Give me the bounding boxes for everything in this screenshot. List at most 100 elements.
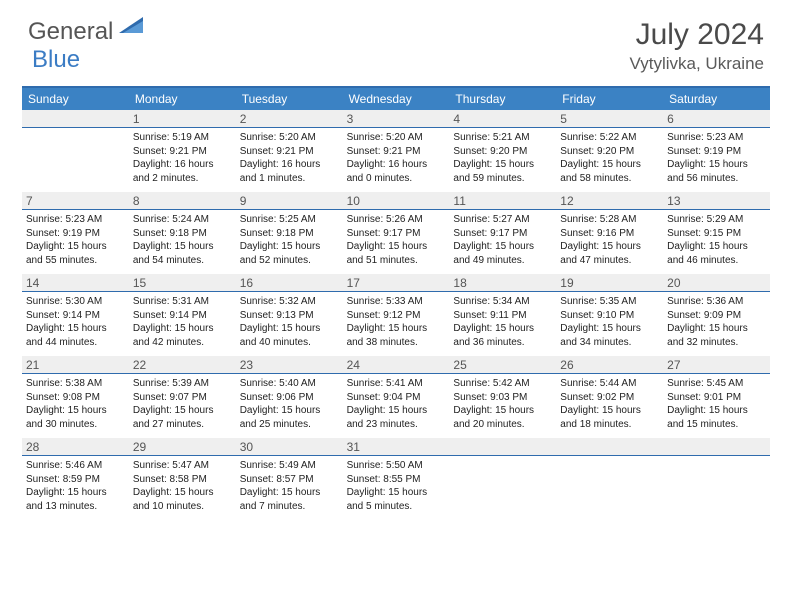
day-number: 22 (129, 356, 236, 373)
day-cell: Sunrise: 5:23 AMSunset: 9:19 PMDaylight:… (663, 128, 770, 192)
sunrise-line: Sunrise: 5:50 AM (347, 459, 446, 473)
logo: General (28, 18, 147, 46)
sunset-line: Sunset: 9:21 PM (133, 145, 232, 159)
sunrise-line: Sunrise: 5:27 AM (453, 213, 552, 227)
weekday-header-row: SundayMondayTuesdayWednesdayThursdayFrid… (22, 88, 770, 110)
day-number: 31 (343, 438, 450, 455)
sunrise-line: Sunrise: 5:20 AM (240, 131, 339, 145)
sunset-line: Sunset: 8:58 PM (133, 473, 232, 487)
sunset-line: Sunset: 8:55 PM (347, 473, 446, 487)
sunrise-line: Sunrise: 5:39 AM (133, 377, 232, 391)
day-cell: Sunrise: 5:44 AMSunset: 9:02 PMDaylight:… (556, 374, 663, 438)
day-cell: Sunrise: 5:24 AMSunset: 9:18 PMDaylight:… (129, 210, 236, 274)
sunset-line: Sunset: 9:21 PM (347, 145, 446, 159)
sunrise-line: Sunrise: 5:28 AM (560, 213, 659, 227)
sunrise-line: Sunrise: 5:23 AM (667, 131, 766, 145)
day-number: 15 (129, 274, 236, 291)
sunset-line: Sunset: 9:12 PM (347, 309, 446, 323)
day-cell: Sunrise: 5:41 AMSunset: 9:04 PMDaylight:… (343, 374, 450, 438)
day-cell: Sunrise: 5:50 AMSunset: 8:55 PMDaylight:… (343, 456, 450, 520)
day-number: 20 (663, 274, 770, 291)
logo-text-1: General (28, 18, 113, 46)
daylight-line: Daylight: 15 hours and 40 minutes. (240, 322, 339, 349)
weekday-header: Thursday (449, 88, 556, 110)
day-number: 26 (556, 356, 663, 373)
day-cell: Sunrise: 5:45 AMSunset: 9:01 PMDaylight:… (663, 374, 770, 438)
week-daynum-row: 21222324252627 (22, 356, 770, 374)
day-cell: Sunrise: 5:31 AMSunset: 9:14 PMDaylight:… (129, 292, 236, 356)
day-number: 3 (343, 110, 450, 127)
sunrise-line: Sunrise: 5:36 AM (667, 295, 766, 309)
week-daynum-row: 28293031 (22, 438, 770, 456)
sunrise-line: Sunrise: 5:33 AM (347, 295, 446, 309)
sunset-line: Sunset: 9:17 PM (453, 227, 552, 241)
daylight-line: Daylight: 16 hours and 2 minutes. (133, 158, 232, 185)
day-cell: Sunrise: 5:26 AMSunset: 9:17 PMDaylight:… (343, 210, 450, 274)
daylight-line: Daylight: 15 hours and 58 minutes. (560, 158, 659, 185)
sunrise-line: Sunrise: 5:42 AM (453, 377, 552, 391)
page-header: General July 2024 Vytylivka, Ukraine (0, 0, 792, 80)
day-cell (663, 456, 770, 520)
sunrise-line: Sunrise: 5:49 AM (240, 459, 339, 473)
sunset-line: Sunset: 9:15 PM (667, 227, 766, 241)
day-cell: Sunrise: 5:38 AMSunset: 9:08 PMDaylight:… (22, 374, 129, 438)
daylight-line: Daylight: 15 hours and 51 minutes. (347, 240, 446, 267)
sunrise-line: Sunrise: 5:47 AM (133, 459, 232, 473)
day-number: 21 (22, 356, 129, 373)
daylight-line: Daylight: 15 hours and 55 minutes. (26, 240, 125, 267)
daylight-line: Daylight: 15 hours and 32 minutes. (667, 322, 766, 349)
day-cell: Sunrise: 5:19 AMSunset: 9:21 PMDaylight:… (129, 128, 236, 192)
daylight-line: Daylight: 16 hours and 1 minutes. (240, 158, 339, 185)
week-content-row: Sunrise: 5:30 AMSunset: 9:14 PMDaylight:… (22, 292, 770, 356)
day-cell (22, 128, 129, 192)
daylight-line: Daylight: 16 hours and 0 minutes. (347, 158, 446, 185)
sunset-line: Sunset: 9:07 PM (133, 391, 232, 405)
title-block: July 2024 Vytylivka, Ukraine (630, 18, 764, 74)
sunrise-line: Sunrise: 5:32 AM (240, 295, 339, 309)
day-number (449, 438, 556, 455)
day-number: 1 (129, 110, 236, 127)
sunrise-line: Sunrise: 5:44 AM (560, 377, 659, 391)
week-content-row: Sunrise: 5:19 AMSunset: 9:21 PMDaylight:… (22, 128, 770, 192)
daylight-line: Daylight: 15 hours and 52 minutes. (240, 240, 339, 267)
sunrise-line: Sunrise: 5:34 AM (453, 295, 552, 309)
sunset-line: Sunset: 9:14 PM (26, 309, 125, 323)
sunset-line: Sunset: 9:10 PM (560, 309, 659, 323)
day-number: 13 (663, 192, 770, 209)
month-title: July 2024 (630, 18, 764, 52)
day-cell: Sunrise: 5:23 AMSunset: 9:19 PMDaylight:… (22, 210, 129, 274)
day-number: 17 (343, 274, 450, 291)
sunrise-line: Sunrise: 5:40 AM (240, 377, 339, 391)
sunset-line: Sunset: 9:02 PM (560, 391, 659, 405)
day-number: 30 (236, 438, 343, 455)
daylight-line: Daylight: 15 hours and 13 minutes. (26, 486, 125, 513)
weekday-header: Tuesday (236, 88, 343, 110)
weekday-header: Wednesday (343, 88, 450, 110)
day-cell: Sunrise: 5:29 AMSunset: 9:15 PMDaylight:… (663, 210, 770, 274)
day-cell: Sunrise: 5:20 AMSunset: 9:21 PMDaylight:… (236, 128, 343, 192)
sunset-line: Sunset: 9:19 PM (667, 145, 766, 159)
day-cell: Sunrise: 5:42 AMSunset: 9:03 PMDaylight:… (449, 374, 556, 438)
sunset-line: Sunset: 9:08 PM (26, 391, 125, 405)
day-number: 23 (236, 356, 343, 373)
daylight-line: Daylight: 15 hours and 5 minutes. (347, 486, 446, 513)
day-number: 10 (343, 192, 450, 209)
day-cell: Sunrise: 5:47 AMSunset: 8:58 PMDaylight:… (129, 456, 236, 520)
daylight-line: Daylight: 15 hours and 15 minutes. (667, 404, 766, 431)
day-number: 8 (129, 192, 236, 209)
weekday-header: Sunday (22, 88, 129, 110)
day-number: 28 (22, 438, 129, 455)
day-number: 2 (236, 110, 343, 127)
daylight-line: Daylight: 15 hours and 47 minutes. (560, 240, 659, 267)
day-number: 6 (663, 110, 770, 127)
location-label: Vytylivka, Ukraine (630, 54, 764, 74)
day-cell: Sunrise: 5:20 AMSunset: 9:21 PMDaylight:… (343, 128, 450, 192)
day-number: 25 (449, 356, 556, 373)
daylight-line: Daylight: 15 hours and 49 minutes. (453, 240, 552, 267)
day-number: 11 (449, 192, 556, 209)
sunset-line: Sunset: 9:19 PM (26, 227, 125, 241)
day-number: 29 (129, 438, 236, 455)
sunset-line: Sunset: 9:04 PM (347, 391, 446, 405)
day-number: 16 (236, 274, 343, 291)
day-number (663, 438, 770, 455)
